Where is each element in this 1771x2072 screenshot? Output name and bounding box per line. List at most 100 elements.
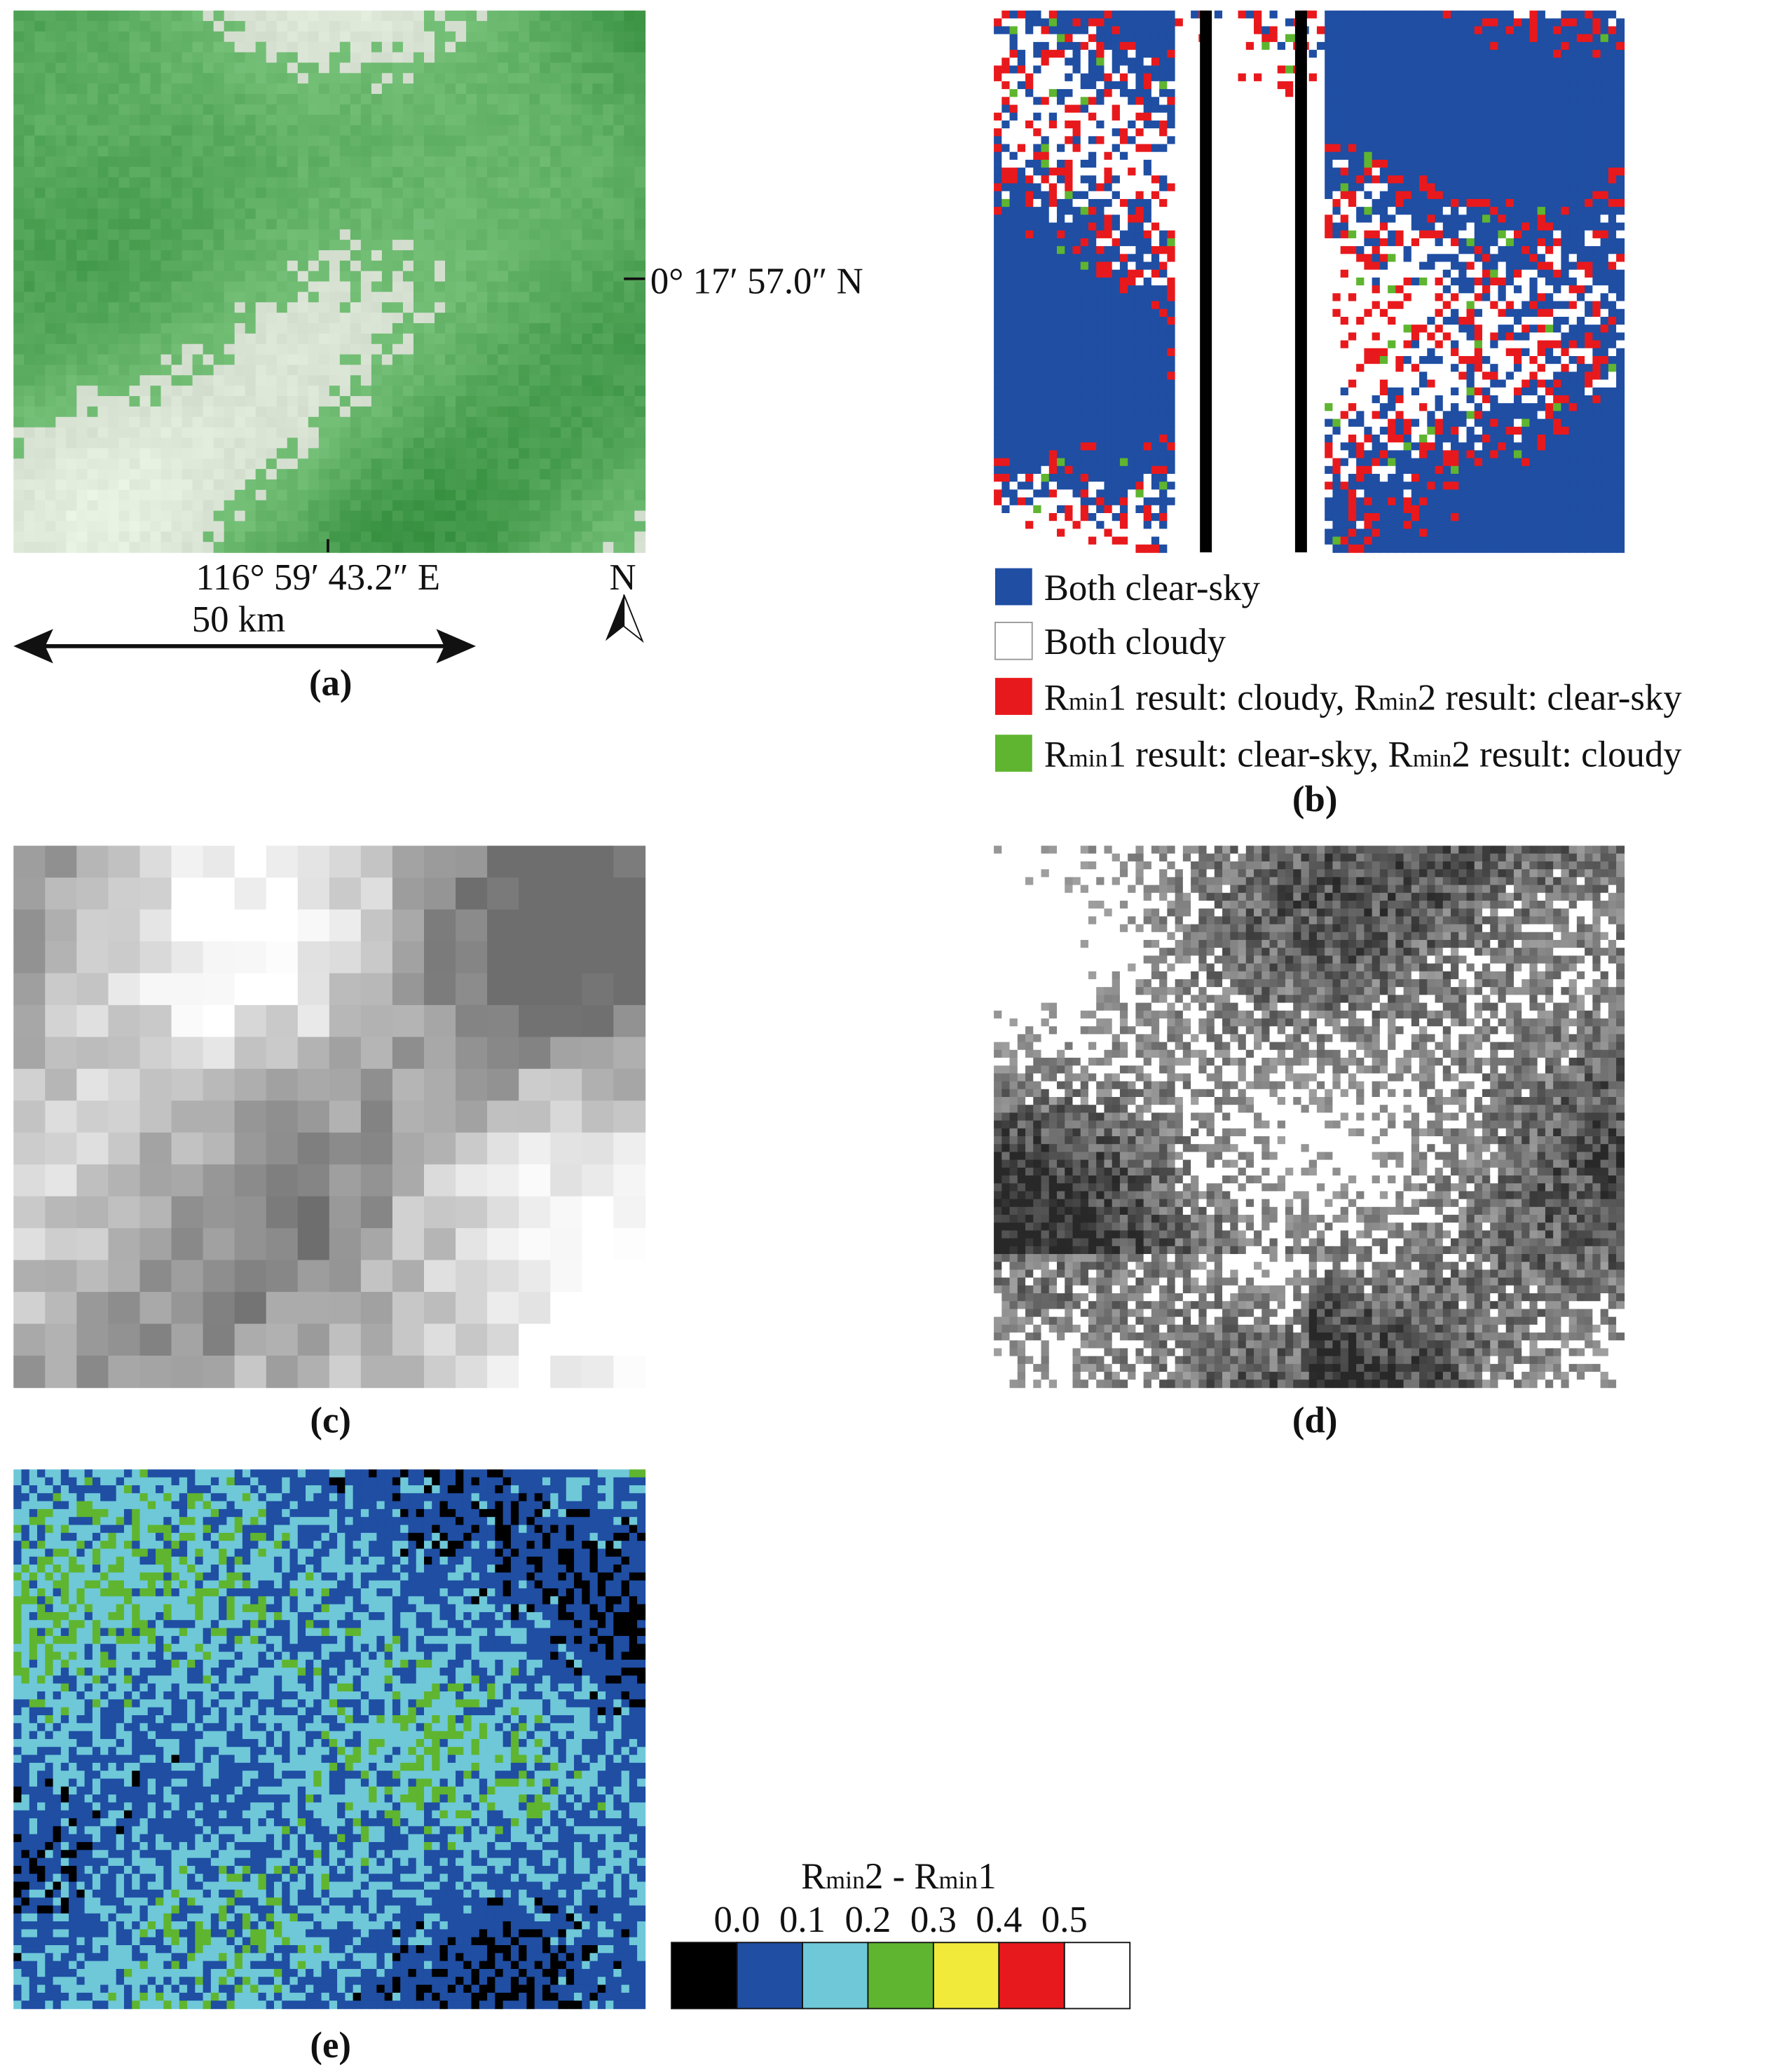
pixel xyxy=(445,396,456,407)
pixel xyxy=(213,542,225,553)
pixel xyxy=(445,323,456,334)
pixel xyxy=(97,510,109,522)
pixel xyxy=(1435,183,1444,192)
pixel xyxy=(308,375,320,386)
pixel xyxy=(1482,136,1491,145)
pixel xyxy=(45,156,57,168)
pixel xyxy=(76,73,88,84)
pixel xyxy=(634,500,646,512)
pixel xyxy=(182,458,193,470)
pixel xyxy=(1466,151,1475,161)
pixel xyxy=(582,260,594,272)
pixel xyxy=(1561,57,1570,67)
pixel xyxy=(287,542,299,553)
pixel xyxy=(66,52,78,64)
pixel xyxy=(423,386,435,397)
pixel xyxy=(192,250,204,261)
pixel xyxy=(1222,18,1231,27)
pixel xyxy=(1112,41,1121,50)
pixel xyxy=(297,313,309,324)
pixel xyxy=(1585,73,1594,82)
pixel xyxy=(297,187,309,199)
pixel xyxy=(402,375,414,386)
pixel xyxy=(413,489,425,501)
pixel xyxy=(182,479,193,491)
pixel xyxy=(402,271,414,282)
pixel xyxy=(613,73,625,84)
pixel xyxy=(529,469,540,480)
pixel xyxy=(118,386,130,397)
pixel xyxy=(603,292,615,304)
pixel xyxy=(519,281,530,293)
pixel xyxy=(297,354,309,366)
pixel xyxy=(456,292,467,304)
pixel xyxy=(1017,81,1026,90)
pixel xyxy=(550,41,562,53)
pixel xyxy=(234,271,246,282)
pixel xyxy=(1340,65,1349,74)
pixel xyxy=(529,11,540,22)
pixel xyxy=(1245,81,1254,90)
pixel xyxy=(213,458,225,470)
pixel xyxy=(519,458,530,470)
pixel xyxy=(1159,112,1168,121)
pixel xyxy=(487,240,498,251)
pixel xyxy=(13,146,25,157)
pixel xyxy=(213,167,225,178)
pixel xyxy=(1072,191,1081,200)
pixel xyxy=(24,240,36,251)
pixel xyxy=(456,437,467,449)
pixel xyxy=(1128,151,1137,161)
pixel xyxy=(1009,34,1018,43)
pixel xyxy=(339,375,351,386)
pixel xyxy=(540,146,551,157)
pixel xyxy=(203,177,214,189)
pixel xyxy=(1104,159,1113,168)
pixel xyxy=(624,281,636,293)
pixel xyxy=(1482,18,1491,27)
pixel xyxy=(45,31,57,43)
pixel xyxy=(1175,183,1184,192)
pixel xyxy=(1576,128,1585,137)
pixel xyxy=(603,448,615,459)
pixel xyxy=(1522,104,1531,114)
pixel xyxy=(1128,65,1137,74)
pixel xyxy=(466,531,477,543)
pixel xyxy=(1513,41,1522,50)
pixel xyxy=(97,219,109,230)
pixel xyxy=(24,542,36,553)
pixel xyxy=(1561,50,1570,59)
pixel xyxy=(297,125,309,137)
pixel xyxy=(203,240,214,251)
pixel xyxy=(371,521,383,533)
pixel xyxy=(634,386,646,397)
pixel xyxy=(1041,50,1050,59)
pixel xyxy=(561,83,573,95)
pixel xyxy=(87,114,99,126)
pixel xyxy=(245,156,257,168)
pixel xyxy=(1513,112,1522,121)
pixel xyxy=(350,62,362,74)
pixel xyxy=(381,448,393,459)
pixel xyxy=(1379,34,1388,43)
pixel xyxy=(160,364,172,376)
pixel xyxy=(1175,50,1184,59)
pixel xyxy=(1191,151,1200,161)
pixel xyxy=(1411,97,1420,106)
pixel xyxy=(203,135,214,147)
pixel xyxy=(1048,175,1058,184)
pixel xyxy=(171,240,183,251)
pixel xyxy=(571,396,583,407)
pixel xyxy=(97,260,109,272)
pixel xyxy=(1356,183,1365,192)
pixel xyxy=(203,333,214,345)
pixel xyxy=(139,52,151,64)
pixel xyxy=(392,240,404,251)
pixel xyxy=(402,323,414,334)
pixel xyxy=(287,375,299,386)
pixel xyxy=(456,479,467,491)
pixel xyxy=(276,156,288,168)
pixel xyxy=(550,354,562,366)
pixel xyxy=(329,458,341,470)
pixel xyxy=(592,364,604,376)
